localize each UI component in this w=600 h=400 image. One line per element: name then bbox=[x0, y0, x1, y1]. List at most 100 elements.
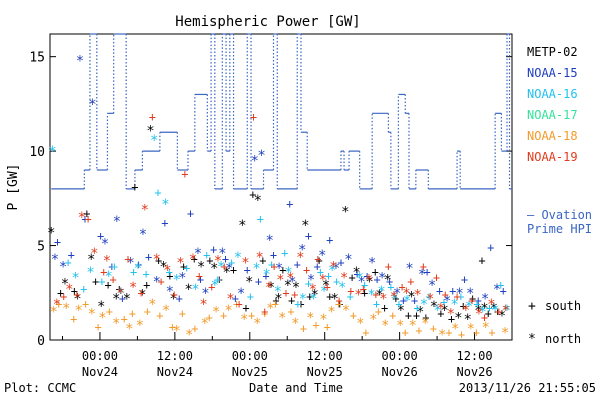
marker-noaa-18: + bbox=[233, 297, 240, 311]
marker-metp-02: + bbox=[469, 291, 476, 305]
marker-metp-02: * bbox=[169, 291, 177, 307]
marker-noaa-18: * bbox=[136, 318, 144, 334]
marker-noaa-15: + bbox=[436, 284, 443, 298]
x-tick-label-date: Nov25 bbox=[307, 365, 343, 379]
marker-noaa-15: * bbox=[443, 293, 451, 309]
marker-noaa-16: + bbox=[387, 280, 394, 294]
marker-metp-02: * bbox=[238, 218, 246, 234]
chart-title: Hemispheric Power [GW] bbox=[175, 14, 360, 30]
marker-noaa-15: * bbox=[288, 274, 296, 290]
marker-metp-02: + bbox=[392, 291, 399, 305]
marker-noaa-16: + bbox=[413, 301, 420, 315]
marker-noaa-19: + bbox=[100, 265, 107, 279]
ovation-legend: — Ovation Prime HPI bbox=[527, 208, 592, 236]
marker-noaa-16: + bbox=[333, 274, 340, 288]
marker-noaa-18: * bbox=[266, 301, 274, 317]
marker-noaa-15: * bbox=[251, 154, 259, 170]
marker-metp-02: + bbox=[104, 278, 111, 292]
marker-noaa-19: + bbox=[385, 259, 392, 273]
marker-noaa-19: * bbox=[256, 250, 264, 266]
x-tick-label-time: 00:00 bbox=[232, 349, 268, 363]
marker-noaa-16: * bbox=[478, 305, 486, 321]
marker-metp-02: * bbox=[322, 278, 330, 294]
x-tick-label-date: Nov24 bbox=[82, 365, 118, 379]
marker-noaa-15: + bbox=[262, 269, 269, 283]
x-tick-label-time: 12:00 bbox=[157, 349, 193, 363]
marker-noaa-18: * bbox=[291, 316, 299, 332]
marker-metp-02: + bbox=[242, 301, 249, 315]
marker-noaa-18: + bbox=[415, 324, 422, 338]
marker-noaa-15: * bbox=[393, 286, 401, 302]
marker-noaa-16: + bbox=[361, 278, 368, 292]
marker-noaa-16: * bbox=[284, 265, 292, 281]
marker-noaa-18: * bbox=[185, 327, 193, 343]
marker-noaa-18: * bbox=[327, 305, 335, 321]
marker-noaa-19: * bbox=[78, 210, 86, 226]
marker-noaa-19: + bbox=[433, 271, 440, 285]
marker-metp-02: + bbox=[405, 308, 412, 322]
marker-noaa-19: * bbox=[226, 291, 234, 307]
marker-metp-02: * bbox=[73, 291, 81, 307]
marker-noaa-16: * bbox=[71, 271, 79, 287]
marker-noaa-18: * bbox=[356, 316, 364, 332]
marker-noaa-16: * bbox=[328, 263, 336, 279]
marker-noaa-16: * bbox=[403, 293, 411, 309]
marker-metp-02: + bbox=[83, 206, 90, 220]
marker-noaa-18: * bbox=[162, 303, 170, 319]
marker-noaa-19: * bbox=[176, 256, 184, 272]
marker-noaa-15: * bbox=[113, 214, 121, 230]
marker-metp-02: + bbox=[71, 284, 78, 298]
marker-noaa-18: * bbox=[173, 324, 181, 340]
marker-noaa-15: + bbox=[354, 267, 361, 281]
marker-noaa-15: * bbox=[428, 278, 436, 294]
marker-noaa-15: * bbox=[153, 274, 161, 290]
marker-noaa-16: + bbox=[325, 269, 332, 283]
x-tick-label-date: Nov25 bbox=[232, 365, 268, 379]
marker-noaa-16: * bbox=[234, 250, 242, 266]
marker-noaa-18: * bbox=[482, 320, 490, 336]
marker-noaa-18: * bbox=[501, 325, 509, 341]
marker-noaa-15: * bbox=[126, 256, 134, 272]
marker-noaa-16: + bbox=[214, 273, 221, 287]
marker-metp-02: * bbox=[440, 303, 448, 319]
marker-noaa-18: * bbox=[381, 318, 389, 334]
marker-metp-02: + bbox=[180, 259, 187, 273]
marker-noaa-19: + bbox=[73, 288, 80, 302]
marker-noaa-16: + bbox=[268, 257, 275, 271]
marker-metp-02: + bbox=[478, 254, 485, 268]
marker-noaa-15: + bbox=[475, 293, 482, 307]
marker-noaa-16: + bbox=[305, 276, 312, 290]
marker-noaa-15: + bbox=[54, 235, 61, 249]
marker-noaa-19: * bbox=[319, 273, 327, 289]
marker-metp-02: * bbox=[138, 288, 146, 304]
marker-noaa-16: * bbox=[252, 261, 260, 277]
marker-noaa-19: * bbox=[65, 282, 73, 298]
marker-noaa-18: * bbox=[278, 310, 286, 326]
marker-noaa-18: * bbox=[409, 318, 417, 334]
marker-noaa-19: + bbox=[399, 280, 406, 294]
marker-metp-02: + bbox=[306, 290, 313, 304]
marker-noaa-19: * bbox=[265, 280, 273, 296]
marker-metp-02: * bbox=[474, 303, 482, 319]
y-tick-label: 5 bbox=[37, 240, 45, 255]
marker-metp-02: * bbox=[292, 280, 300, 296]
marker-noaa-16: + bbox=[64, 256, 71, 270]
marker-noaa-16: * bbox=[134, 261, 142, 277]
marker-noaa-18: + bbox=[312, 318, 319, 332]
marker-noaa-15: + bbox=[135, 257, 142, 271]
marker-noaa-19: * bbox=[354, 288, 362, 304]
data-markers: *+* +*+*+*+*+*+*+*+*+*+*+* +*+ * +*+*+*+*+*+… bbox=[47, 53, 511, 343]
marker-noaa-18: + bbox=[70, 312, 77, 326]
marker-metp-02: * bbox=[245, 274, 253, 290]
marker-metp-02: * bbox=[310, 288, 318, 304]
marker-metp-02: * bbox=[112, 291, 120, 307]
marker-noaa-18: * bbox=[240, 312, 248, 328]
marker-metp-02: + bbox=[485, 307, 492, 321]
marker-noaa-18: + bbox=[300, 322, 307, 336]
marker-noaa-19: * bbox=[414, 288, 422, 304]
marker-metp-02: + bbox=[143, 278, 150, 292]
marker-noaa-15: + bbox=[449, 284, 456, 298]
marker-noaa-19: + bbox=[60, 290, 67, 304]
marker-noaa-18: * bbox=[451, 322, 459, 338]
ovation-series bbox=[51, 33, 512, 190]
